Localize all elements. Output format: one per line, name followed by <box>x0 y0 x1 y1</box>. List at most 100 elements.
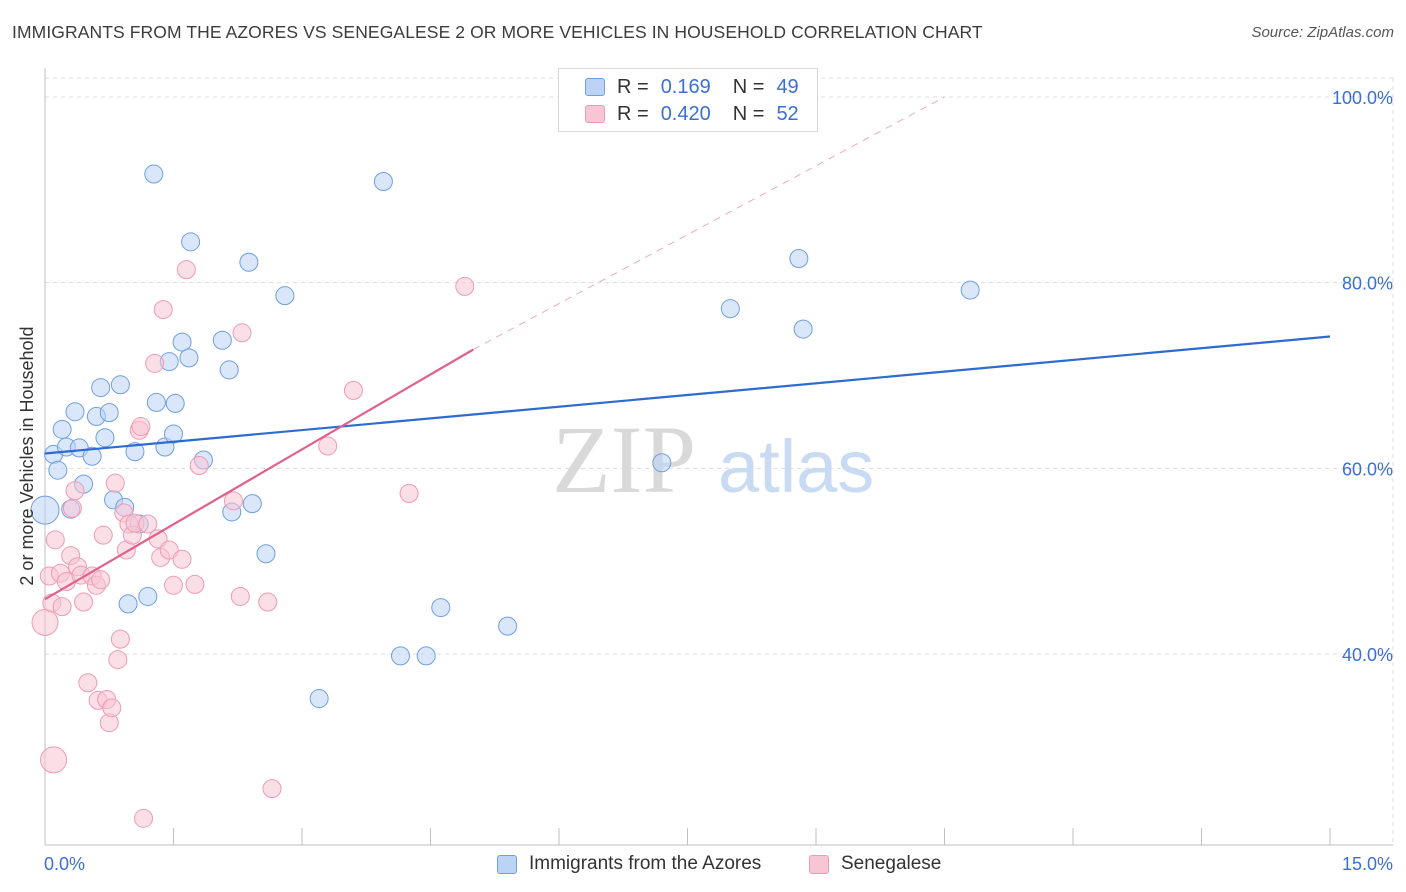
legend-r-value: 0.169 <box>660 75 711 98</box>
point-senegalese <box>40 746 68 774</box>
point-senegalese <box>176 260 196 280</box>
y-tick-label: 60.0% <box>1342 459 1393 479</box>
y-tick-label: 80.0% <box>1342 274 1393 294</box>
point-azores <box>373 171 393 191</box>
point-senegalese <box>455 276 475 296</box>
point-senegalese <box>105 473 125 493</box>
legend-swatch-senegalese <box>585 105 605 123</box>
point-senegalese <box>78 673 98 693</box>
point-senegalese <box>131 417 151 437</box>
point-senegalese <box>45 530 65 550</box>
point-senegalese <box>262 779 282 799</box>
point-azores <box>793 319 813 339</box>
x-tick-label-max: 15.0% <box>1342 854 1393 874</box>
legend-r-label: R = <box>617 75 649 98</box>
point-senegalese <box>164 575 183 595</box>
point-senegalese <box>399 483 419 503</box>
trend-lines <box>44 96 1331 601</box>
point-azores <box>391 646 411 666</box>
legend-r-label: R = <box>617 102 649 125</box>
trend-line-azores <box>44 335 1331 455</box>
point-azores <box>179 348 199 368</box>
point-azores <box>91 378 111 398</box>
point-azores <box>146 392 166 412</box>
point-senegalese <box>230 586 250 606</box>
point-azores <box>52 419 72 439</box>
point-azores <box>498 616 518 636</box>
point-senegalese <box>223 491 243 511</box>
point-senegalese <box>138 514 158 534</box>
data-points <box>30 164 980 828</box>
series-legend-senegalese: Senegalese <box>809 851 941 877</box>
point-senegalese <box>91 570 111 590</box>
point-azores <box>181 232 201 252</box>
point-senegalese <box>102 698 122 718</box>
legend-row-senegalese: R = 0.420 N = 52 <box>585 101 799 127</box>
point-senegalese <box>189 456 209 476</box>
point-senegalese <box>153 300 173 320</box>
point-azores <box>212 330 232 350</box>
point-azores <box>48 460 68 480</box>
point-senegalese <box>343 380 363 400</box>
point-azores <box>416 646 436 666</box>
point-senegalese <box>52 597 72 617</box>
point-azores <box>30 495 60 525</box>
point-senegalese <box>145 353 165 373</box>
series-swatch-senegalese <box>809 854 829 874</box>
point-senegalese <box>159 540 179 560</box>
legend-r-value: 0.420 <box>660 102 711 125</box>
point-azores <box>239 252 259 272</box>
legend-n-label: N = <box>732 75 765 98</box>
series-name-azores: Immigrants from the Azores <box>529 853 762 874</box>
point-azores <box>431 598 451 618</box>
point-azores <box>164 424 183 444</box>
y-axis-label: 2 or more Vehicles in Household <box>17 326 37 585</box>
trend-line-senegalese <box>44 348 474 601</box>
point-azores <box>125 442 145 462</box>
point-azores <box>720 299 740 319</box>
chart-title: IMMIGRANTS FROM THE AZORES VS SENEGALESE… <box>12 22 983 42</box>
point-azores <box>256 544 276 564</box>
point-azores <box>95 428 115 448</box>
point-azores <box>165 393 185 413</box>
watermark-atlas: atlas <box>718 425 874 508</box>
point-senegalese <box>318 436 338 456</box>
series-legend: Immigrants from the Azores Senegalese <box>0 851 1406 879</box>
point-senegalese <box>74 592 94 612</box>
point-senegalese <box>172 549 192 569</box>
point-azores <box>82 446 102 466</box>
x-tick-label-min: 0.0% <box>44 854 85 874</box>
y-tick-label: 100.0% <box>1332 88 1393 108</box>
point-senegalese <box>110 629 130 649</box>
point-senegalese <box>185 574 205 594</box>
point-senegalese <box>108 650 128 670</box>
point-senegalese <box>65 481 85 501</box>
legend-n-value: 52 <box>776 102 799 125</box>
point-azores <box>309 689 329 709</box>
source-credit: Source: ZipAtlas.com <box>1251 24 1394 41</box>
point-azores <box>219 360 239 380</box>
stats-legend: R = 0.169 N = 49 R = 0.420 N = 52 <box>558 68 818 132</box>
point-senegalese <box>258 592 278 612</box>
series-legend-azores: Immigrants from the Azores <box>497 851 761 877</box>
point-senegalese <box>134 808 154 828</box>
legend-row-azores: R = 0.169 N = 49 <box>585 74 799 100</box>
watermark-zip: ZIP <box>552 406 696 513</box>
point-azores <box>99 403 119 423</box>
point-azores <box>118 594 138 614</box>
point-senegalese <box>93 525 113 545</box>
point-azores <box>242 494 262 514</box>
point-senegalese <box>232 323 252 343</box>
point-senegalese <box>31 608 59 636</box>
trend-extension-senegalese <box>473 96 945 350</box>
point-azores <box>652 453 672 473</box>
point-azores <box>172 332 192 352</box>
tick-labels: 40.0% 60.0% 80.0% 100.0% 0.0% 15.0% <box>44 88 1393 874</box>
legend-n-value: 49 <box>776 75 799 98</box>
point-azores <box>65 402 85 422</box>
point-azores <box>144 164 164 184</box>
point-azores <box>789 249 809 269</box>
series-name-senegalese: Senegalese <box>841 853 942 874</box>
point-azores <box>138 586 158 606</box>
